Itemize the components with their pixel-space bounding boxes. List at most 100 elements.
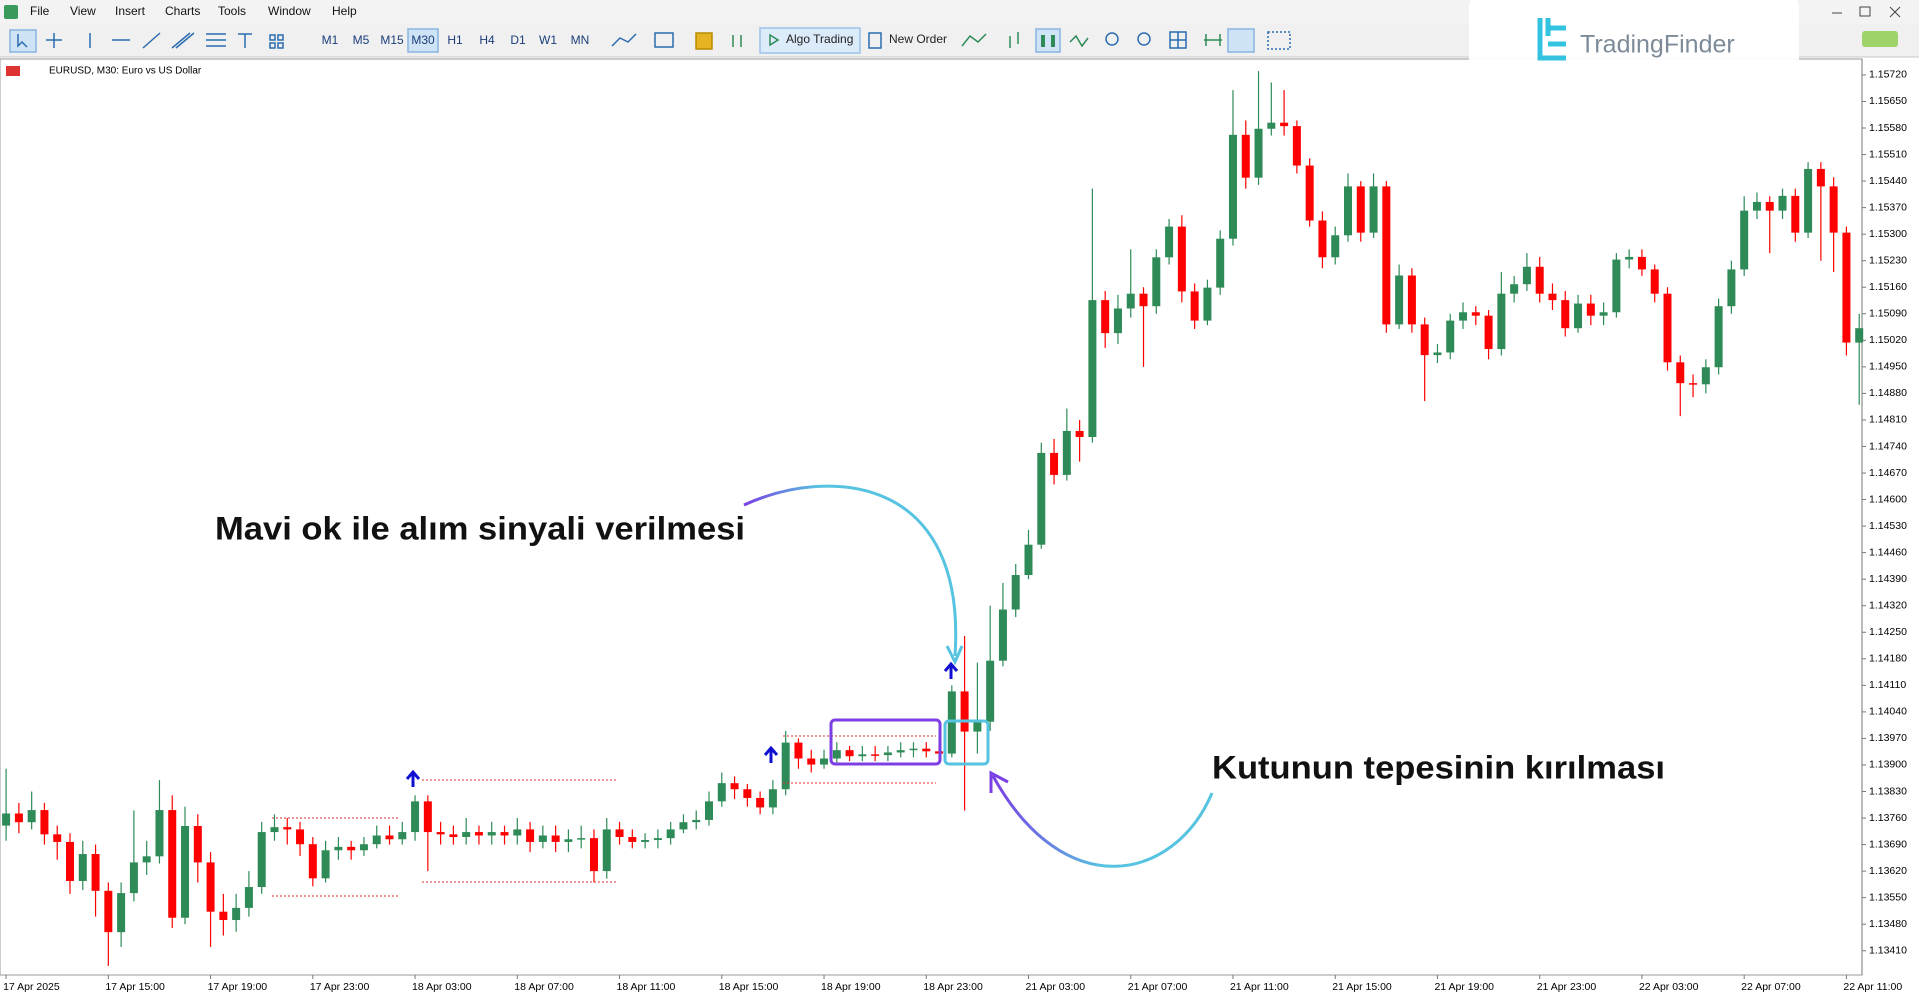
- shift-button[interactable]: [1227, 28, 1255, 53]
- text-icon[interactable]: [238, 33, 252, 48]
- zoom-out[interactable]: [1137, 32, 1151, 46]
- candle-body: [91, 854, 100, 891]
- candle-body: [206, 862, 215, 912]
- candle-body: [871, 754, 880, 756]
- breakout-box: [943, 719, 990, 766]
- tile-icon[interactable]: [1169, 31, 1187, 49]
- timeframe[interactable]: M15: [380, 33, 404, 47]
- bars-icon[interactable]: [1009, 32, 1019, 48]
- candle-body: [1088, 300, 1097, 438]
- trendline-icon[interactable]: [142, 32, 161, 49]
- candle-body: [462, 832, 471, 837]
- candle-body: [756, 797, 765, 808]
- x-tick-label: 22 Apr 03:00: [1639, 981, 1699, 993]
- crosshair-icon[interactable]: [46, 33, 62, 48]
- candle-body: [1535, 266, 1544, 294]
- shapes-icon[interactable]: [269, 34, 284, 49]
- candle-body: [768, 789, 777, 808]
- x-tick-label: 18 Apr 15:00: [719, 981, 779, 993]
- menu-item[interactable]: Help: [332, 4, 357, 18]
- candle-body: [1165, 226, 1174, 258]
- timeframe[interactable]: M5: [353, 33, 370, 47]
- y-tick-label: 1.14880: [1869, 387, 1907, 399]
- y-tick-label: 1.13760: [1869, 812, 1907, 824]
- candle-body: [1113, 308, 1122, 334]
- candle-body: [104, 890, 113, 933]
- timeframe[interactable]: H4: [479, 33, 495, 47]
- template-icon[interactable]: [654, 32, 674, 48]
- candle-body: [896, 750, 905, 753]
- menu-item[interactable]: Insert: [115, 4, 146, 18]
- arrows-icon[interactable]: [732, 35, 742, 47]
- timeframe[interactable]: W1: [539, 33, 557, 47]
- candle-body: [1407, 275, 1416, 325]
- timeframe[interactable]: M30: [411, 33, 435, 47]
- new-order[interactable]: New Order: [889, 32, 947, 46]
- candle-body: [1344, 186, 1352, 236]
- candle-body: [1216, 238, 1225, 288]
- timeframe[interactable]: H1: [447, 33, 463, 47]
- fibo-icon[interactable]: [206, 33, 226, 47]
- arrow-head: [989, 770, 1009, 793]
- menu-item[interactable]: Window: [268, 4, 311, 18]
- candle-body: [1305, 165, 1314, 221]
- y-tick-label: 1.15440: [1869, 175, 1907, 187]
- candle-body: [998, 609, 1007, 661]
- screenshot-icon[interactable]: [1267, 31, 1291, 50]
- candle-body: [692, 819, 701, 823]
- candle-body: [1791, 195, 1800, 233]
- channel-icon[interactable]: [171, 32, 195, 49]
- menu-item[interactable]: File: [30, 4, 50, 18]
- y-tick-label: 1.14040: [1869, 706, 1907, 718]
- restore[interactable]: [1859, 6, 1871, 17]
- candle-body: [1510, 284, 1519, 294]
- market-icon[interactable]: [695, 32, 713, 50]
- y-tick-label: 1.14530: [1869, 520, 1907, 532]
- candle-body: [1331, 235, 1340, 258]
- candle-body: [347, 846, 356, 851]
- annotation-arrow: [991, 775, 1214, 868]
- cursor-button[interactable]: [9, 29, 37, 53]
- y-tick-label: 1.14390: [1869, 573, 1907, 585]
- candle-body: [1484, 315, 1493, 350]
- status-indicator: [1862, 31, 1898, 47]
- close[interactable]: [1889, 6, 1901, 18]
- indicators-icon[interactable]: [611, 33, 637, 47]
- y-tick-label: 1.13970: [1869, 732, 1907, 744]
- y-tick-label: 1.15580: [1869, 122, 1907, 134]
- algo-trading[interactable]: Algo Trading: [786, 32, 853, 46]
- candle-body: [359, 844, 368, 851]
- candle-body: [1650, 269, 1659, 294]
- order-icon[interactable]: [868, 32, 882, 49]
- candle-body: [628, 836, 637, 842]
- timeframe[interactable]: MN: [571, 33, 590, 47]
- timeframe[interactable]: D1: [510, 33, 526, 47]
- scroll-icon[interactable]: [1204, 34, 1222, 46]
- menu-item[interactable]: Charts: [165, 4, 200, 18]
- y-tick-label: 1.14180: [1869, 653, 1907, 665]
- buy-arrows: [405, 661, 959, 787]
- candle-body: [960, 691, 969, 732]
- candle-body: [1586, 303, 1595, 316]
- toolbar-icons: [9, 27, 1291, 54]
- candles-button[interactable]: [1035, 28, 1061, 53]
- y-tick-label: 1.14810: [1869, 414, 1907, 426]
- menu-item[interactable]: Tools: [218, 4, 246, 18]
- zoom-in[interactable]: [1105, 32, 1119, 46]
- candle-body: [1612, 259, 1621, 313]
- candle-body: [296, 829, 305, 845]
- candle-body: [117, 893, 126, 933]
- candle-body: [1752, 201, 1761, 211]
- y-tick-label: 1.15300: [1869, 228, 1907, 240]
- annotation: Mavi ok ile alım sinyali verilmesi: [215, 510, 745, 546]
- candle-body: [909, 748, 918, 751]
- timeframe[interactable]: M1: [322, 33, 339, 47]
- depth-icon[interactable]: [961, 33, 987, 47]
- menu-item[interactable]: View: [70, 4, 96, 18]
- line-icon[interactable]: [1069, 34, 1089, 48]
- candle-body: [155, 810, 164, 857]
- candle-body: [1050, 452, 1059, 475]
- candle-body: [487, 832, 496, 836]
- algo-button[interactable]: [759, 27, 861, 54]
- annotation: Kutunun tepesinin kırılması: [1212, 749, 1665, 785]
